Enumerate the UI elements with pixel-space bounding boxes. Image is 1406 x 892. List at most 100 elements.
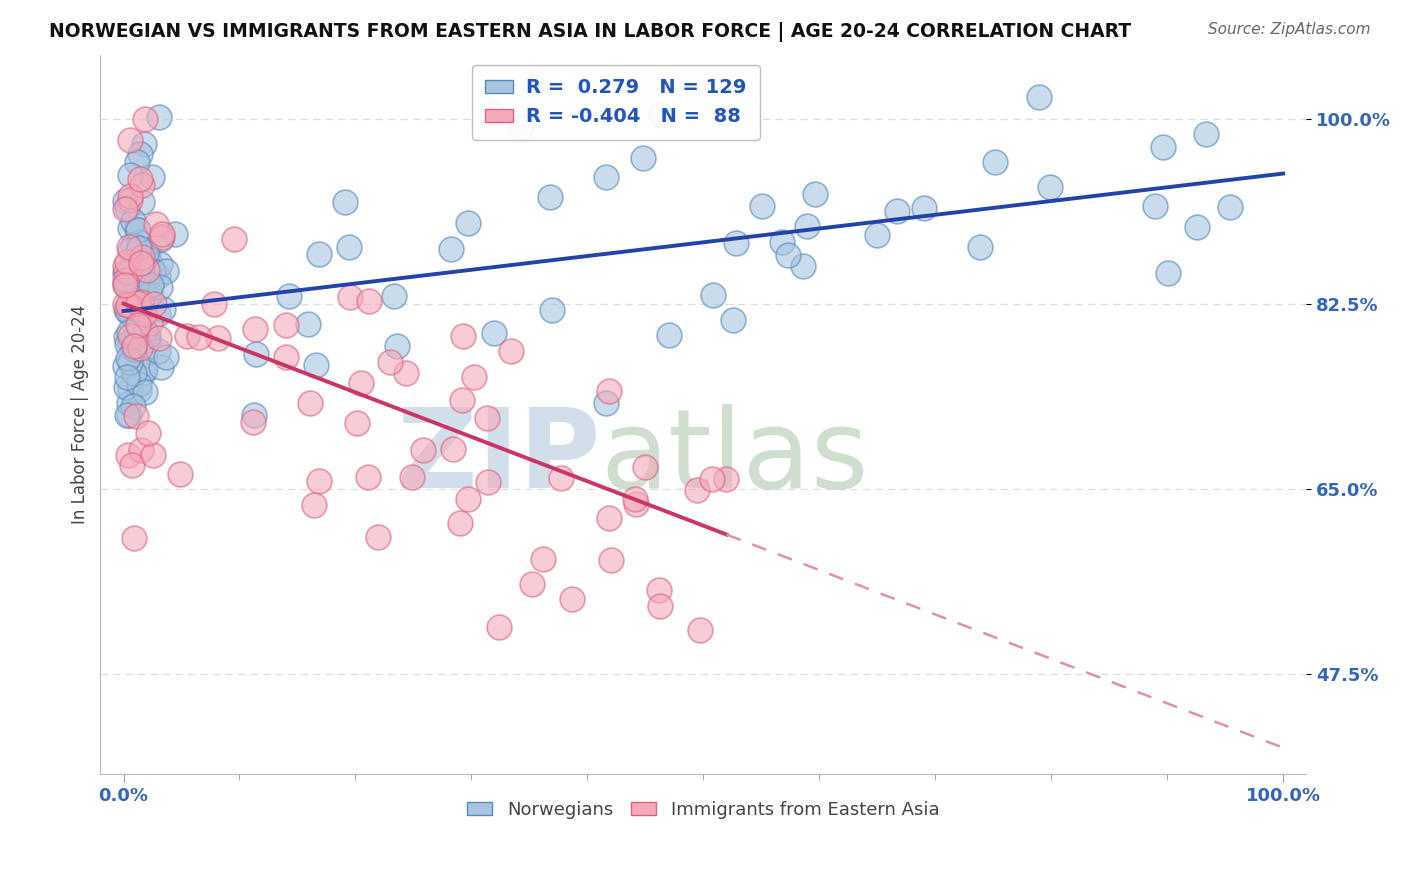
Point (115, 369, 138, 384)
Point (128, 241, 150, 255)
Point (122, 214, 145, 228)
Point (477, 475, 499, 490)
Point (242, 415, 264, 429)
Point (118, 304, 141, 318)
Point (132, 137, 155, 152)
Point (463, 370, 485, 384)
Point (1157, 266, 1180, 280)
Point (245, 347, 267, 361)
Point (724, 235, 747, 250)
Point (634, 460, 657, 475)
Point (308, 247, 330, 261)
Point (776, 248, 799, 262)
Point (163, 227, 186, 242)
Text: ZIP: ZIP (398, 404, 600, 511)
Point (1144, 199, 1167, 213)
Point (114, 259, 136, 273)
Point (804, 187, 827, 202)
Point (142, 448, 165, 462)
Point (274, 350, 297, 364)
Point (129, 172, 152, 186)
Point (451, 329, 474, 343)
Point (136, 246, 159, 260)
Point (792, 259, 814, 273)
Point (302, 498, 325, 512)
Point (121, 458, 143, 472)
Text: atlas: atlas (600, 404, 869, 511)
Point (969, 239, 991, 253)
Point (120, 168, 142, 182)
Point (121, 271, 143, 285)
Point (457, 492, 479, 507)
Point (550, 471, 572, 485)
Point (481, 107, 503, 121)
Legend: Norwegians, Immigrants from Eastern Asia: Norwegians, Immigrants from Eastern Asia (460, 794, 946, 826)
Point (350, 376, 373, 391)
Point (866, 227, 889, 242)
Point (339, 290, 361, 304)
Point (125, 329, 148, 343)
Point (114, 297, 136, 311)
Point (450, 392, 472, 407)
Point (624, 492, 647, 507)
Point (127, 265, 149, 279)
Point (131, 194, 153, 209)
Point (1152, 140, 1174, 154)
Y-axis label: In Labor Force | Age 20-24: In Labor Force | Age 20-24 (72, 305, 89, 524)
Point (125, 335, 148, 350)
Point (114, 277, 136, 291)
Point (118, 335, 141, 350)
Point (984, 155, 1007, 169)
Point (139, 278, 162, 293)
Point (125, 275, 148, 289)
Point (128, 376, 150, 391)
Point (148, 331, 170, 345)
Point (115, 337, 138, 351)
Point (149, 232, 172, 246)
Point (125, 409, 148, 423)
Point (1039, 180, 1062, 194)
Point (122, 237, 145, 252)
Point (685, 483, 707, 497)
Point (297, 317, 319, 331)
Point (202, 296, 225, 310)
Point (561, 592, 583, 607)
Point (274, 318, 297, 332)
Point (367, 530, 389, 544)
Point (1185, 220, 1208, 235)
Point (129, 256, 152, 270)
Point (886, 204, 908, 219)
Point (125, 154, 148, 169)
Point (117, 303, 139, 318)
Point (401, 470, 423, 484)
Point (176, 329, 198, 343)
Point (118, 408, 141, 422)
Point (702, 287, 724, 301)
Point (148, 111, 170, 125)
Point (648, 599, 671, 613)
Point (129, 341, 152, 355)
Point (700, 472, 723, 486)
Point (129, 146, 152, 161)
Point (595, 396, 617, 410)
Point (337, 239, 360, 253)
Point (117, 202, 139, 216)
Point (488, 619, 510, 633)
Point (114, 202, 136, 216)
Point (129, 295, 152, 310)
Point (115, 329, 138, 343)
Point (595, 169, 617, 184)
Point (305, 359, 328, 373)
Point (115, 280, 138, 294)
Point (136, 333, 159, 347)
Point (121, 290, 143, 304)
Point (298, 395, 321, 409)
Point (125, 307, 148, 321)
Point (385, 338, 408, 352)
Point (395, 367, 418, 381)
Point (115, 264, 138, 278)
Point (120, 299, 142, 313)
Point (359, 294, 381, 309)
Point (134, 349, 156, 363)
Point (1219, 200, 1241, 214)
